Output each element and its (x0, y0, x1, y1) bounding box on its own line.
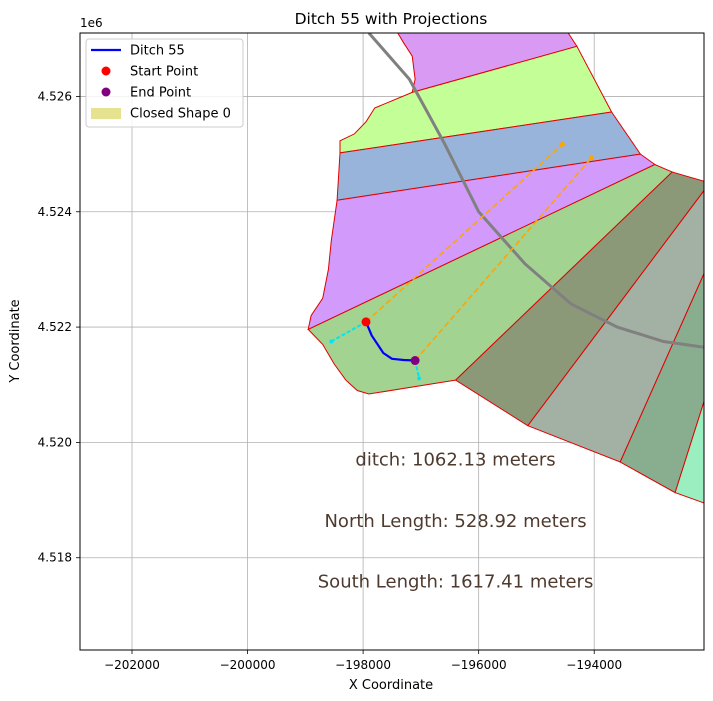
legend-box (85, 38, 244, 128)
shapes-layer (307, 33, 704, 504)
legend-label: Ditch 55 (130, 44, 185, 59)
chart-title: Ditch 55 with Projections (295, 10, 488, 28)
y-tick-label: 4.522 (38, 320, 72, 334)
y-axis-label: Y Coordinate (8, 299, 23, 383)
projection-line (365, 143, 563, 323)
y-tick-label: 4.520 (38, 435, 72, 449)
lines-layer (329, 33, 704, 381)
y-tick-label: 4.524 (38, 205, 72, 219)
plot-frame (79, 32, 705, 651)
projection-segment-end (329, 339, 334, 344)
projection-endpoint (588, 155, 594, 161)
y-tick-label: 4.518 (38, 551, 72, 565)
x-tick-label: −194000 (566, 658, 622, 672)
annotation-text: ditch: 1062.13 meters (355, 449, 555, 470)
x-tick-label: −202000 (104, 658, 160, 672)
closed-shape (619, 272, 704, 494)
x-axis: −202000 −200000 −198000 −196000 −194000 (104, 650, 622, 672)
plot-area: ditch: 1062.13 meters North Length: 528.9… (79, 32, 705, 651)
end-point (410, 356, 420, 366)
closed-shape (307, 153, 656, 331)
legend-label: End Point (130, 86, 191, 101)
legend-dot-swatch (101, 66, 111, 76)
legend-patch-swatch (91, 108, 121, 119)
legend: Ditch 55 Start Point End Point Closed Shape… (85, 38, 244, 128)
x-tick-label: −200000 (220, 658, 276, 672)
x-axis-label: X Coordinate (349, 678, 433, 693)
annotations-layer: ditch: 1062.13 meters North Length: 528.9… (318, 449, 594, 592)
road-line (367, 33, 704, 349)
projection-endpoint (559, 141, 565, 147)
start-point (361, 317, 371, 327)
projection-segment (330, 321, 367, 343)
annotation-text: North Length: 528.92 meters (324, 511, 586, 532)
closed-shape (339, 45, 613, 154)
closed-shape (674, 208, 704, 504)
legend-label: Start Point (130, 65, 198, 80)
projection-segment-end (417, 376, 422, 381)
y-tick-label: 4.526 (38, 89, 72, 103)
x-tick-label: −196000 (451, 658, 507, 672)
x-tick-label: −198000 (335, 658, 391, 672)
closed-shape (307, 163, 674, 395)
ditch-line (364, 321, 416, 362)
y-offset-label: 1e6 (80, 16, 103, 30)
legend-label: Closed Shape 0 (130, 107, 231, 122)
annotation-text: South Length: 1617.41 meters (318, 572, 594, 593)
y-axis: 4.518 4.520 4.522 4.524 4.526 (38, 89, 80, 565)
legend-dot-swatch (101, 87, 111, 97)
closed-shape (454, 171, 704, 427)
